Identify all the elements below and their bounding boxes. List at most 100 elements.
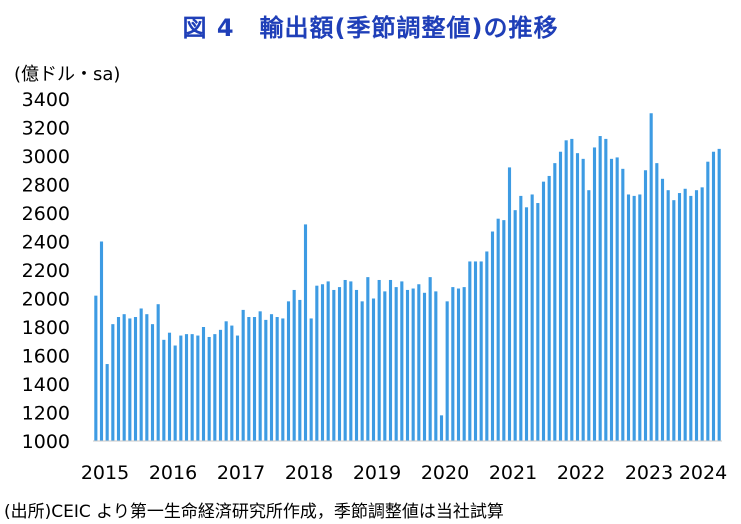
- bar: [422, 292, 427, 441]
- y-tick-label: 3200: [22, 118, 70, 140]
- bar: [190, 334, 194, 442]
- bar: [496, 218, 500, 441]
- bar: [649, 113, 653, 441]
- bar: [513, 210, 517, 441]
- bar: [145, 314, 149, 441]
- y-tick-label: 1200: [22, 403, 70, 425]
- bar: [530, 194, 534, 441]
- bar: [439, 415, 444, 441]
- bar: [615, 157, 619, 442]
- bar: [456, 288, 461, 441]
- bar: [252, 317, 257, 441]
- bar: [275, 317, 279, 441]
- bar: [298, 299, 302, 441]
- bar: [711, 151, 716, 442]
- bar: [575, 153, 580, 441]
- y-tick-label: 1600: [22, 346, 70, 368]
- bar: [286, 301, 291, 441]
- bar: [99, 241, 104, 441]
- bar: [94, 295, 98, 441]
- x-tick-label: 2017: [217, 462, 265, 484]
- bar: [700, 187, 704, 441]
- bar: [473, 261, 478, 441]
- x-tick-label: 2018: [285, 462, 333, 484]
- y-tick-label: 1800: [22, 317, 70, 339]
- bar: [694, 190, 699, 441]
- bar: [224, 321, 228, 441]
- chart-title: 図 4 輸出額(季節調整値)の推移: [182, 14, 559, 42]
- bar: [292, 289, 296, 441]
- y-tick-label: 3400: [22, 89, 70, 111]
- bar: [541, 181, 546, 441]
- y-axis-ticks: 1000 1200 1400 1600 1800 2000 2200 2400 2600 2800…: [22, 89, 70, 453]
- y-tick-label: 2600: [22, 203, 70, 225]
- bar: [320, 284, 325, 441]
- bar: [315, 285, 319, 441]
- x-tick-label: 2023: [625, 462, 673, 484]
- bar: [638, 194, 642, 441]
- bar: [626, 194, 631, 441]
- bar: [377, 279, 381, 441]
- bar: [400, 281, 404, 441]
- bar: [133, 317, 138, 441]
- bar: [196, 335, 200, 441]
- bar: [343, 279, 347, 441]
- bar: [281, 318, 285, 441]
- bar: [326, 281, 330, 441]
- bar: [167, 332, 172, 441]
- y-tick-label: 3000: [22, 146, 70, 168]
- bar: [184, 334, 189, 442]
- bar: [462, 287, 466, 441]
- bar: [235, 335, 240, 441]
- bar: [507, 167, 512, 441]
- y-tick-label: 2800: [22, 175, 70, 197]
- bar: [354, 289, 359, 441]
- bar: [609, 158, 614, 441]
- bar: [445, 301, 449, 441]
- x-axis-ticks: 2015 2016 2017 2018 2019 2020 2021 2022 2023 2024: [81, 462, 727, 484]
- bar: [111, 324, 115, 441]
- bar: [230, 325, 234, 441]
- bar: [116, 317, 121, 441]
- bar: [332, 289, 336, 441]
- bar: [122, 314, 126, 441]
- bar: [303, 224, 308, 441]
- bar: [417, 284, 421, 441]
- bar: [672, 200, 676, 441]
- bar: [621, 168, 625, 441]
- bar: [581, 158, 585, 441]
- bar: [536, 203, 540, 441]
- bar: [689, 195, 693, 441]
- bar: [383, 291, 387, 442]
- x-tick-label: 2015: [81, 462, 129, 484]
- bar: [428, 277, 432, 442]
- bar: [547, 175, 551, 441]
- bar: [434, 291, 438, 442]
- bar: [451, 287, 455, 441]
- bar: [655, 163, 659, 442]
- x-tick-label: 2022: [557, 462, 605, 484]
- y-tick-label: 2000: [22, 289, 70, 311]
- bar: [411, 288, 415, 441]
- bar: [479, 261, 483, 441]
- bar: [592, 147, 597, 441]
- bar: [587, 190, 591, 441]
- bar: [519, 195, 523, 441]
- bar: [371, 298, 376, 441]
- bar: [173, 345, 177, 441]
- x-tick-label: 2021: [489, 462, 537, 484]
- bar: [264, 319, 268, 442]
- bar: [468, 261, 472, 441]
- bar: [598, 136, 602, 442]
- bar: [666, 190, 670, 441]
- bar: [337, 287, 342, 441]
- bar: [570, 138, 574, 441]
- bar: [558, 151, 563, 442]
- y-tick-label: 2200: [22, 260, 70, 282]
- y-tick-label: 1400: [22, 374, 70, 396]
- bar: [677, 193, 682, 441]
- bar: [394, 287, 398, 441]
- bar: [553, 163, 557, 442]
- bar: [706, 161, 710, 441]
